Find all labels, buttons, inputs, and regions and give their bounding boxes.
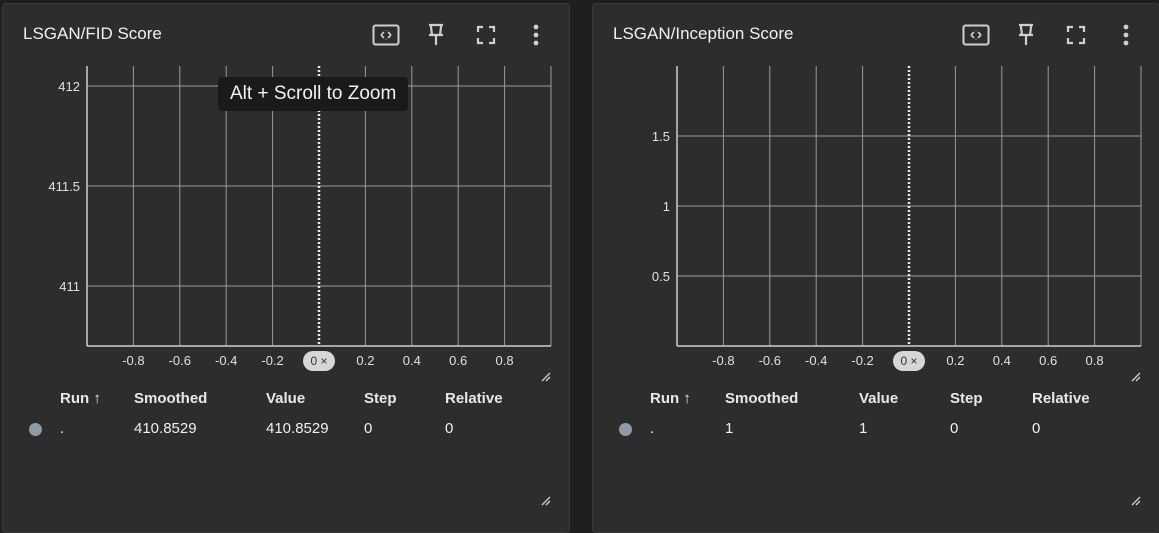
cell-relative: 0 — [445, 420, 453, 437]
chart-ticks: -0.8 -0.6 -0.4 -0.2 0.2 0.4 0.6 0.8 412 411.5 411 0… — [48, 79, 513, 371]
header-run[interactable]: Run ↑ — [650, 390, 691, 407]
x-tick-label: -0.2 — [851, 353, 873, 368]
header-relative: Relative — [445, 390, 503, 407]
cell-step: 0 — [950, 420, 958, 437]
header-run[interactable]: Run ↑ — [60, 390, 101, 407]
zoom-tooltip: Alt + Scroll to Zoom — [218, 77, 408, 111]
cell-value: 410.8529 — [266, 420, 329, 437]
table-header: Run ↑ Smoothed Value Step Relative — [593, 384, 1159, 414]
data-table: Run ↑ Smoothed Value Step Relative . 410… — [3, 384, 569, 444]
x-tick-label: 0.8 — [1086, 353, 1104, 368]
x-tick-label: -0.6 — [759, 353, 781, 368]
y-tick-label: 1.5 — [652, 129, 670, 144]
run-color-dot — [29, 423, 42, 436]
chart-plot[interactable]: -0.8 -0.6 -0.4 -0.2 0.2 0.4 0.6 0.8 1.5 1 0.5 0 × — [593, 4, 1159, 384]
chart-ticks: -0.8 -0.6 -0.4 -0.2 0.2 0.4 0.6 0.8 1.5 1 0.5 0 × — [652, 129, 1104, 371]
y-tick-label: 411 — [59, 279, 80, 294]
header-smoothed: Smoothed — [134, 390, 207, 407]
cell-smoothed: 1 — [725, 420, 733, 437]
table-header: Run ↑ Smoothed Value Step Relative — [3, 384, 569, 414]
origin-chip-label: 0 × — [900, 354, 917, 368]
y-tick-label: 1 — [663, 199, 670, 214]
x-tick-label: -0.2 — [261, 353, 283, 368]
cell-step: 0 — [364, 420, 372, 437]
data-table: Run ↑ Smoothed Value Step Relative . 1 1… — [593, 384, 1159, 444]
header-step: Step — [950, 390, 983, 407]
header-value: Value — [266, 390, 305, 407]
table-row: . 1 1 0 0 — [593, 414, 1159, 444]
resize-handle-icon[interactable] — [541, 496, 551, 506]
x-tick-label: 0.6 — [449, 353, 467, 368]
x-tick-label: -0.8 — [712, 353, 734, 368]
header-step: Step — [364, 390, 397, 407]
resize-handle-icon[interactable] — [1131, 372, 1141, 382]
y-tick-label: 0.5 — [652, 269, 670, 284]
header-smoothed: Smoothed — [725, 390, 798, 407]
chart-grid — [677, 66, 1141, 346]
cell-run: . — [60, 420, 64, 437]
x-tick-label: -0.6 — [169, 353, 191, 368]
cell-value: 1 — [859, 420, 867, 437]
cell-smoothed: 410.8529 — [134, 420, 197, 437]
header-value: Value — [859, 390, 898, 407]
resize-handle-icon[interactable] — [541, 372, 551, 382]
x-tick-label: 0.4 — [993, 353, 1011, 368]
table-row: . 410.8529 410.8529 0 0 — [3, 414, 569, 444]
x-tick-label: 0.2 — [946, 353, 964, 368]
resize-handle-icon[interactable] — [1131, 496, 1141, 506]
x-tick-label: 0.8 — [496, 353, 514, 368]
x-tick-label: 0.6 — [1039, 353, 1057, 368]
x-tick-label: -0.4 — [215, 353, 237, 368]
y-tick-label: 412 — [58, 79, 80, 94]
cell-run: . — [650, 420, 654, 437]
header-relative: Relative — [1032, 390, 1090, 407]
chart-plot[interactable]: -0.8 -0.6 -0.4 -0.2 0.2 0.4 0.6 0.8 412 411.5 411 0… — [3, 4, 571, 384]
y-tick-label: 411.5 — [48, 179, 80, 194]
run-color-dot — [619, 423, 632, 436]
x-tick-label: -0.8 — [122, 353, 144, 368]
x-tick-label: 0.2 — [356, 353, 374, 368]
x-tick-label: 0.4 — [403, 353, 421, 368]
cell-relative: 0 — [1032, 420, 1040, 437]
origin-chip-label: 0 × — [310, 354, 327, 368]
x-tick-label: -0.4 — [805, 353, 827, 368]
